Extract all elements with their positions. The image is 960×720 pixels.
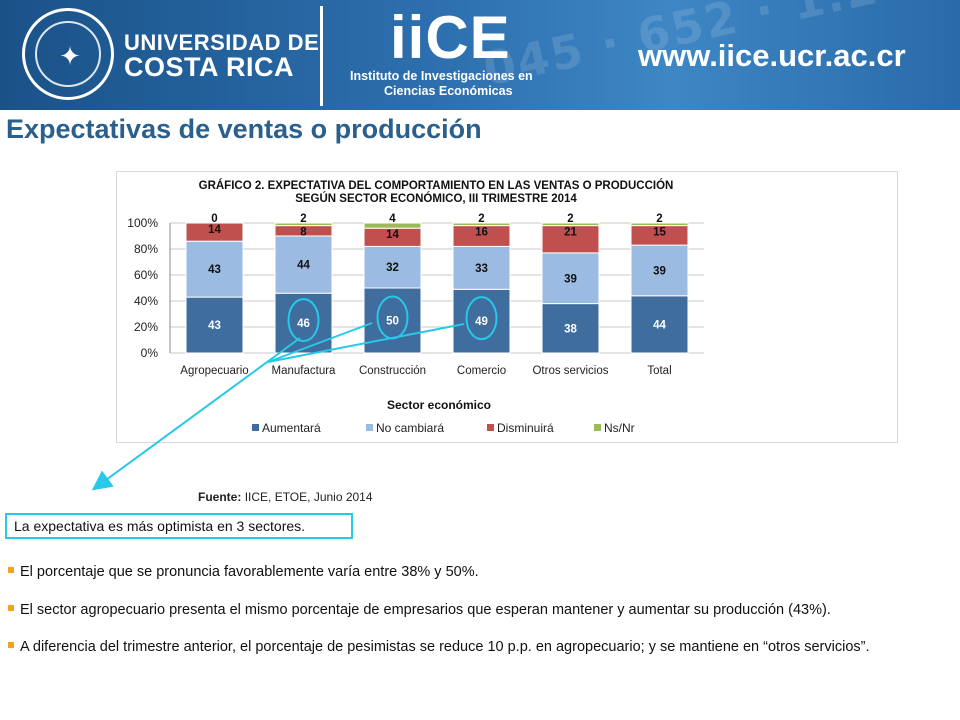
callout-box: La expectativa es más optimista en 3 sec…: [5, 513, 353, 539]
data-label: 2: [478, 213, 484, 225]
bullet-square-icon: [8, 605, 14, 612]
data-label: 50: [386, 316, 399, 328]
header-banner: 045 · 652 · 1.249 ✦ UNIVERSIDAD DE COSTA…: [0, 0, 960, 110]
y-tick-label: 100%: [127, 216, 158, 230]
data-label: 21: [564, 227, 577, 239]
data-label: 49: [475, 316, 488, 328]
bullet-text: El porcentaje que se pronuncia favorable…: [20, 564, 479, 580]
bar-segment: [630, 244, 689, 297]
data-label: 33: [475, 263, 488, 275]
chart-subtitle: SEGÚN SECTOR ECONÓMICO, III TRIMESTRE 20…: [295, 192, 577, 205]
legend-swatch: [252, 424, 259, 431]
bullet-item: A diferencia del trimestre anterior, el …: [8, 637, 938, 657]
y-tick-label: 0%: [141, 346, 159, 360]
bar-segment: [541, 222, 600, 227]
chart-title: GRÁFICO 2. EXPECTATIVA DEL COMPORTAMIENT…: [199, 179, 674, 192]
x-tick-label: Comercio: [457, 365, 506, 377]
x-tick-label: Manufactura: [272, 365, 337, 377]
chart-legend: Aumentará No cambiará Disminuirá Ns/Nr: [252, 421, 635, 435]
data-label: 8: [300, 227, 307, 239]
data-label: 2: [656, 213, 662, 225]
data-label: 44: [297, 260, 310, 272]
iice-logo: iiCE: [390, 4, 511, 71]
legend-label: No cambiará: [376, 421, 444, 435]
legend-swatch: [487, 424, 494, 431]
university-name-line1: UNIVERSIDAD DE: [124, 30, 320, 55]
bullet-square-icon: [8, 567, 14, 574]
data-label: 0: [211, 213, 217, 225]
data-label: 44: [653, 319, 666, 331]
y-tick-label: 20%: [134, 320, 158, 334]
y-tick-label: 80%: [134, 242, 158, 256]
x-tick-label: Total: [647, 365, 671, 377]
x-tick-label: Otros servicios: [532, 365, 608, 377]
bar-segment: [274, 235, 333, 294]
header-divider: [320, 6, 323, 106]
bar-segment: [363, 245, 422, 289]
x-tick-label: Construcción: [359, 365, 426, 377]
bar-segment: [363, 222, 422, 229]
university-seal-logo: ✦: [22, 8, 114, 100]
bar-segment: [274, 222, 333, 227]
bullet-text: A diferencia del trimestre anterior, el …: [20, 639, 870, 655]
legend-swatch: [366, 424, 373, 431]
bullet-square-icon: [8, 642, 14, 649]
x-tick-label: Agropecuario: [180, 365, 248, 377]
bar-segment: [541, 225, 600, 254]
source-text: IICE, ETOE, Junio 2014: [244, 490, 373, 504]
bullet-item: El porcentaje que se pronuncia favorable…: [8, 562, 938, 582]
institute-name-line2: Ciencias Económicas: [384, 84, 513, 98]
bar-segment: [185, 222, 244, 242]
data-label: 39: [653, 265, 666, 277]
legend-label: Ns/Nr: [604, 421, 635, 435]
highlight-ellipse: [465, 296, 498, 341]
data-label: 38: [564, 323, 577, 335]
data-label: 43: [208, 320, 221, 332]
bar-segment: [630, 295, 689, 354]
data-label: 16: [475, 227, 488, 239]
institute-name-line1: Instituto de Investigaciones en: [350, 69, 533, 83]
website-url[interactable]: www.iice.ucr.ac.cr: [638, 38, 906, 73]
bar-segment: [452, 222, 511, 227]
data-label: 14: [386, 229, 399, 241]
x-axis-title: Sector económico: [387, 398, 491, 412]
legend-swatch: [594, 424, 601, 431]
legend-label: Disminuirá: [497, 421, 554, 435]
page-title: Expectativas de ventas o producción: [6, 114, 482, 144]
source-note: Fuente: IICE, ETOE, Junio 2014: [198, 490, 373, 504]
plot-area: 0%20%40%60%80%100%4343140Agropecuario464…: [127, 213, 704, 377]
data-label: 46: [297, 318, 310, 330]
bar-segment: [630, 222, 689, 227]
source-label: Fuente:: [198, 490, 242, 504]
university-name-line2: COSTA RICA: [124, 52, 294, 82]
seal-inner-ring: ✦: [35, 21, 101, 87]
seal-emblem-icon: ✦: [59, 41, 81, 71]
data-label: 32: [386, 262, 399, 274]
data-label: 4: [389, 213, 396, 225]
data-label: 14: [208, 224, 221, 236]
stacked-bar-chart: GRÁFICO 2. EXPECTATIVA DEL COMPORTAMIENT…: [127, 179, 704, 435]
data-label: 15: [653, 227, 666, 239]
y-tick-label: 40%: [134, 294, 158, 308]
bar-segment: [185, 240, 244, 298]
data-label: 39: [564, 273, 577, 285]
bullet-item: El sector agropecuario presenta el mismo…: [8, 600, 938, 620]
legend-label: Aumentará: [262, 421, 321, 435]
data-label: 2: [567, 213, 573, 225]
data-label: 43: [208, 264, 221, 276]
data-label: 2: [300, 213, 306, 225]
y-tick-label: 60%: [134, 268, 158, 282]
bar-segment: [452, 245, 511, 290]
bullet-text: El sector agropecuario presenta el mismo…: [20, 602, 831, 618]
